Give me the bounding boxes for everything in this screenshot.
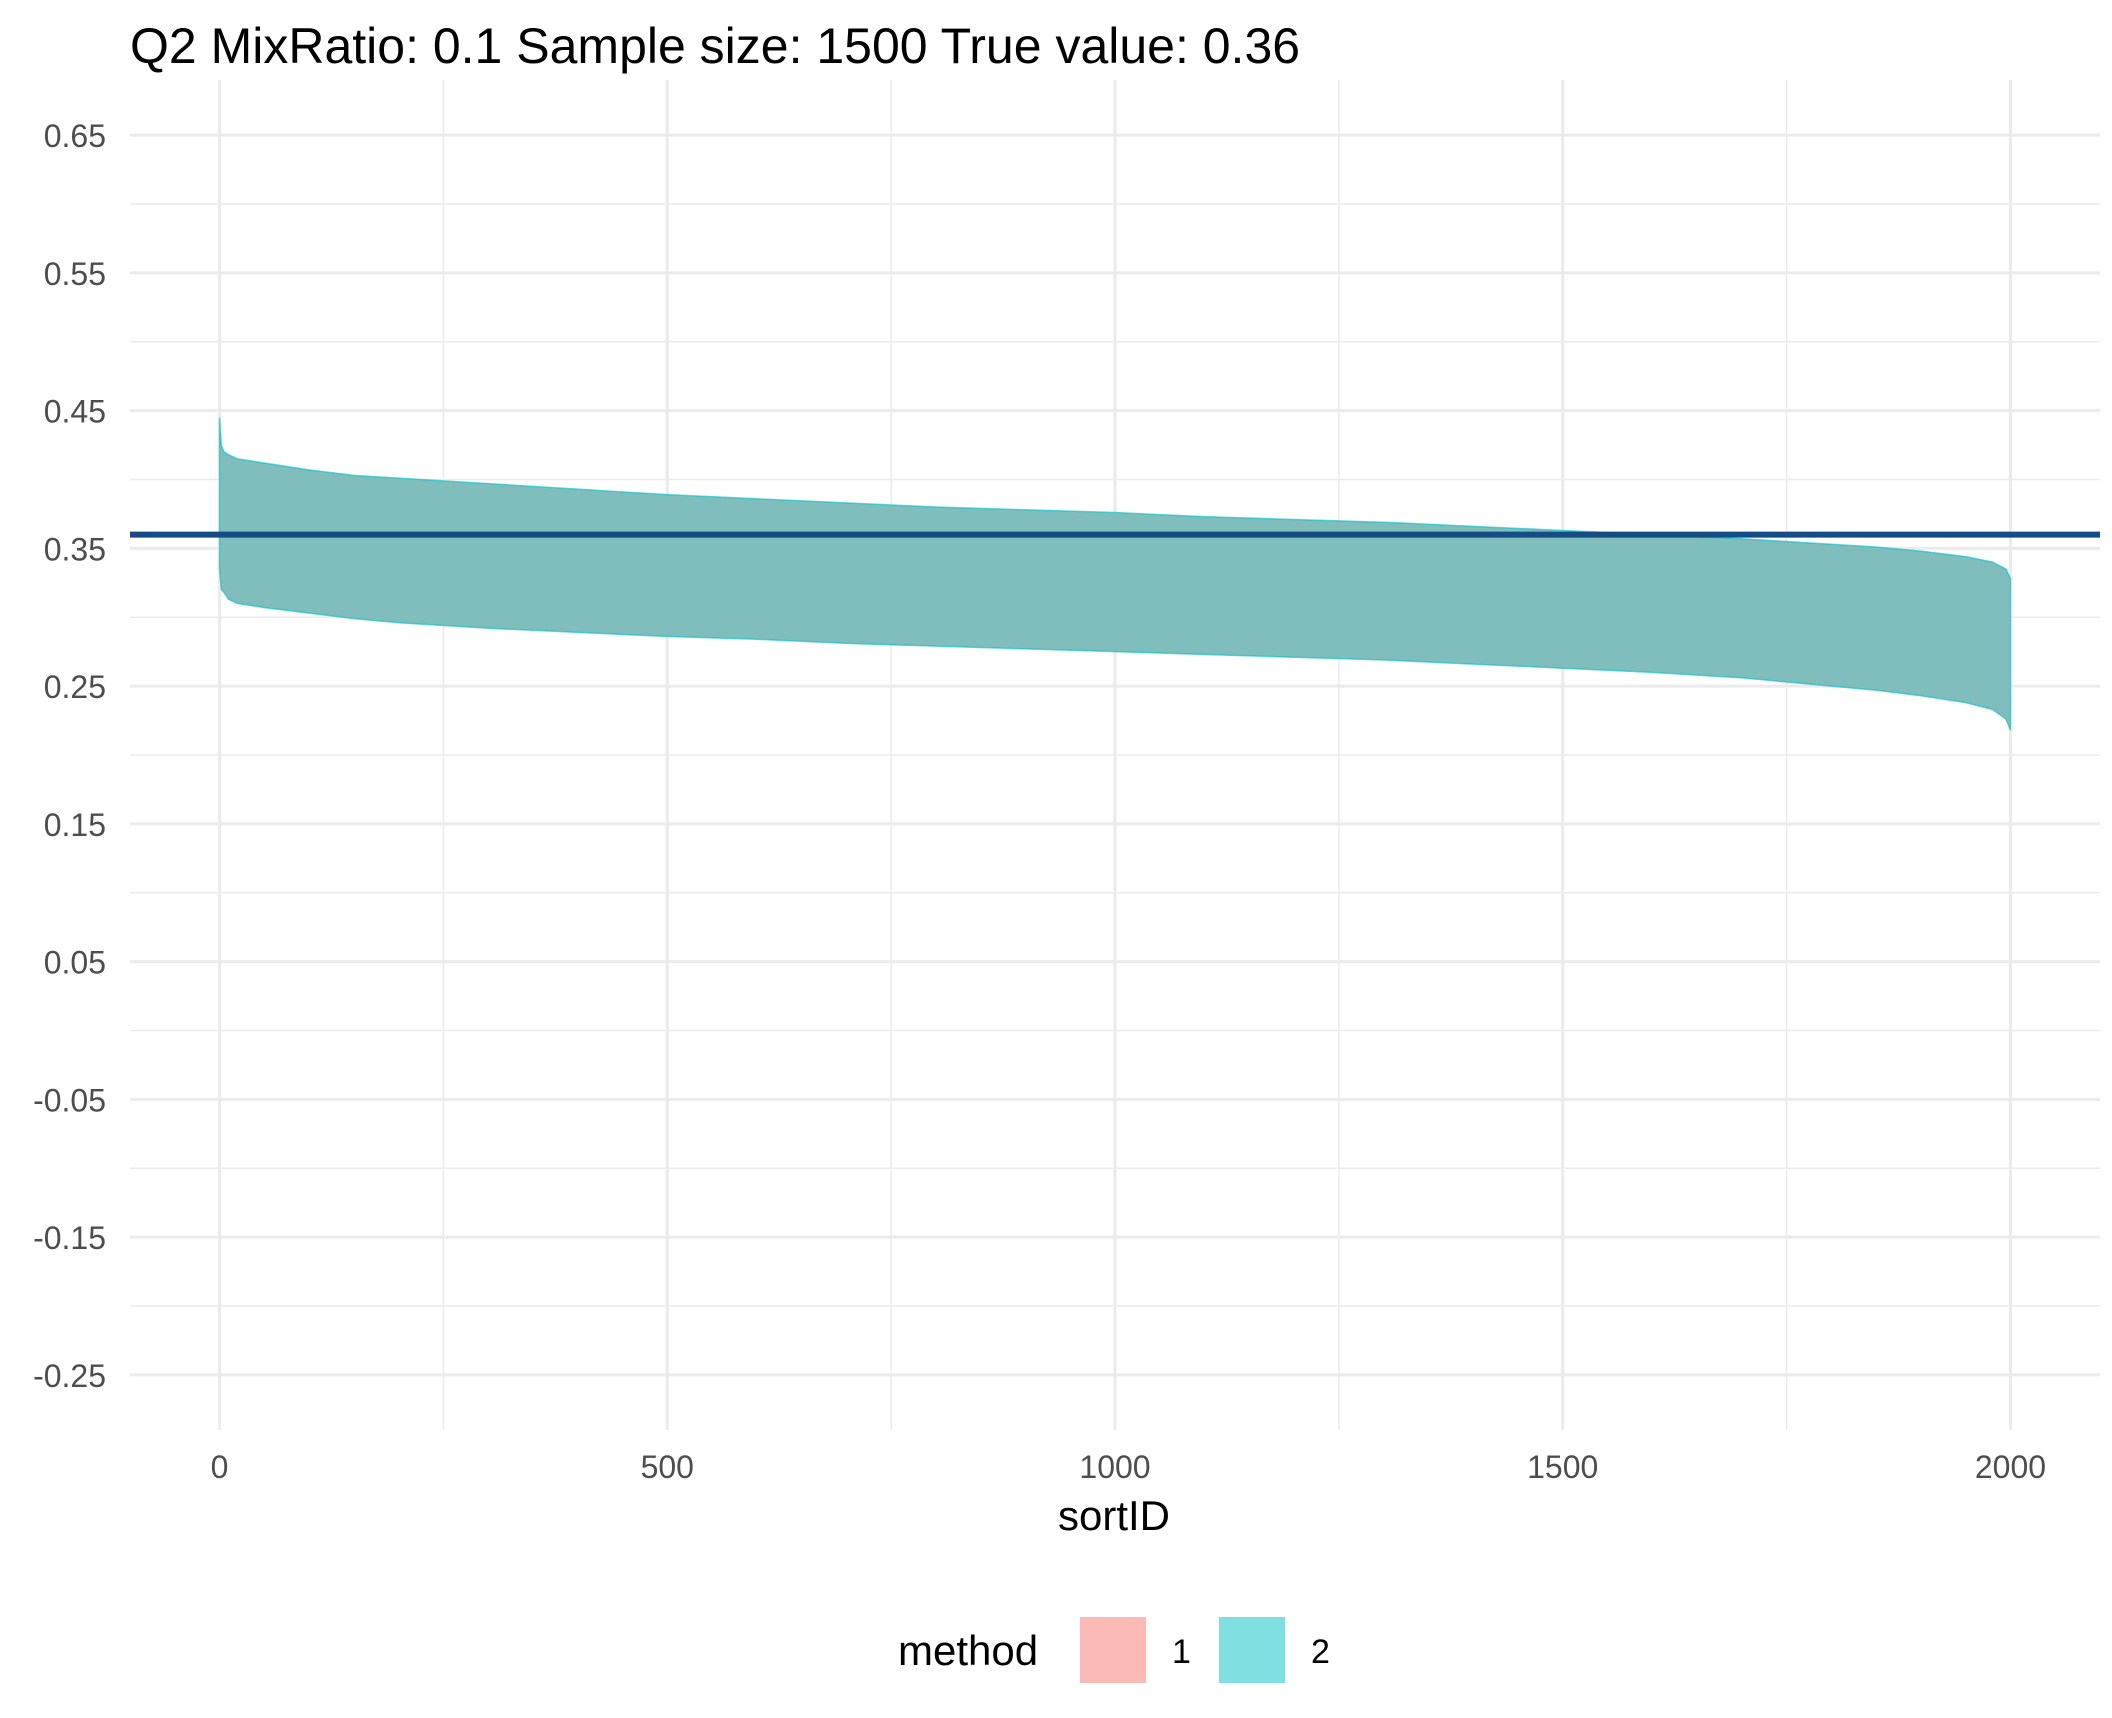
legend-label-method-1: 1 [1172,1633,1191,1671]
x-axis-label: sortID [1058,1492,1170,1539]
legend-title: method [898,1627,1038,1674]
y-tick-label: 0.55 [44,256,106,292]
legend: method 1 2 [898,1617,1330,1683]
x-axis-tick-labels: 0 500 1000 1500 2000 [211,1449,2046,1485]
y-tick-label: 0.25 [44,669,106,705]
x-tick-label: 1000 [1079,1449,1150,1485]
y-axis-tick-labels: 0.65 0.55 0.45 0.35 0.25 0.15 0.05 -0.05 -0.15 -0… [33,118,106,1394]
y-tick-label: -0.25 [33,1358,106,1394]
y-tick-label: 0.05 [44,945,106,981]
legend-key-method-2 [1219,1617,1285,1683]
chart-title: Q2 MixRatio: 0.1 Sample size: 1500 True … [130,18,1300,74]
y-tick-label: 0.45 [44,394,106,430]
x-tick-label: 0 [211,1449,229,1485]
y-tick-label: -0.05 [33,1082,106,1118]
y-tick-label: 0.35 [44,531,106,567]
x-tick-label: 1500 [1527,1449,1598,1485]
x-tick-label: 500 [641,1449,694,1485]
y-tick-label: 0.15 [44,807,106,843]
legend-label-method-2: 2 [1311,1633,1330,1671]
y-tick-label: -0.15 [33,1220,106,1256]
interval-bands [218,417,2012,731]
x-tick-label: 2000 [1975,1449,2046,1485]
interval-band-series-2 [218,417,2012,731]
legend-key-method-1 [1080,1617,1146,1683]
y-tick-label: 0.65 [44,118,106,154]
